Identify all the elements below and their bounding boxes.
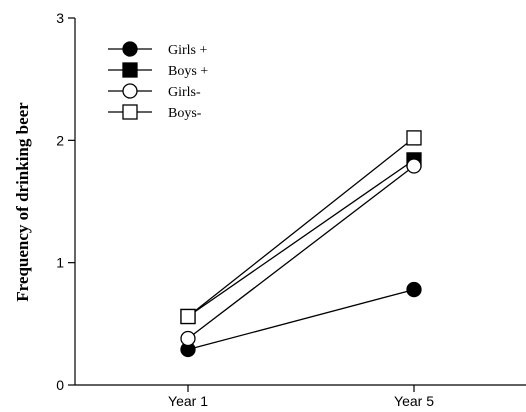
legend-marker [122,83,138,99]
y-tick-label: 3 [56,10,64,26]
legend-label: Boys- [168,106,202,121]
data-point-series-4 [180,308,196,325]
y-ticks: 0 1 2 3 [56,10,75,393]
legend-label: Girls + [168,43,208,58]
axes [74,18,526,386]
series-line-3 [187,165,415,340]
data-point-series-3 [406,158,422,174]
x-ticks: Year 1 Year 5 [168,385,434,409]
legend-label: Boys + [168,64,208,79]
legend: Girls + Boys + Girls- Boys- [108,41,208,121]
data-point-series-1 [406,281,422,298]
y-tick-label: 0 [56,377,64,393]
y-tick-label: 1 [56,255,64,271]
legend-marker [122,104,138,120]
y-axis-label: Frequency of drinking beer [13,102,32,302]
legend-marker [122,41,138,57]
y-tick-label: 2 [56,132,64,148]
x-tick-label: Year 5 [394,393,434,409]
legend-marker [122,62,138,78]
x-tick-label: Year 1 [168,393,208,409]
series-line-1 [187,288,415,351]
series-line-4 [187,137,415,318]
legend-label: Girls- [168,85,201,100]
data-point-series-4 [406,130,422,146]
data-point-series-3 [180,330,196,347]
series-group [180,130,422,358]
series-line-2 [187,159,415,318]
